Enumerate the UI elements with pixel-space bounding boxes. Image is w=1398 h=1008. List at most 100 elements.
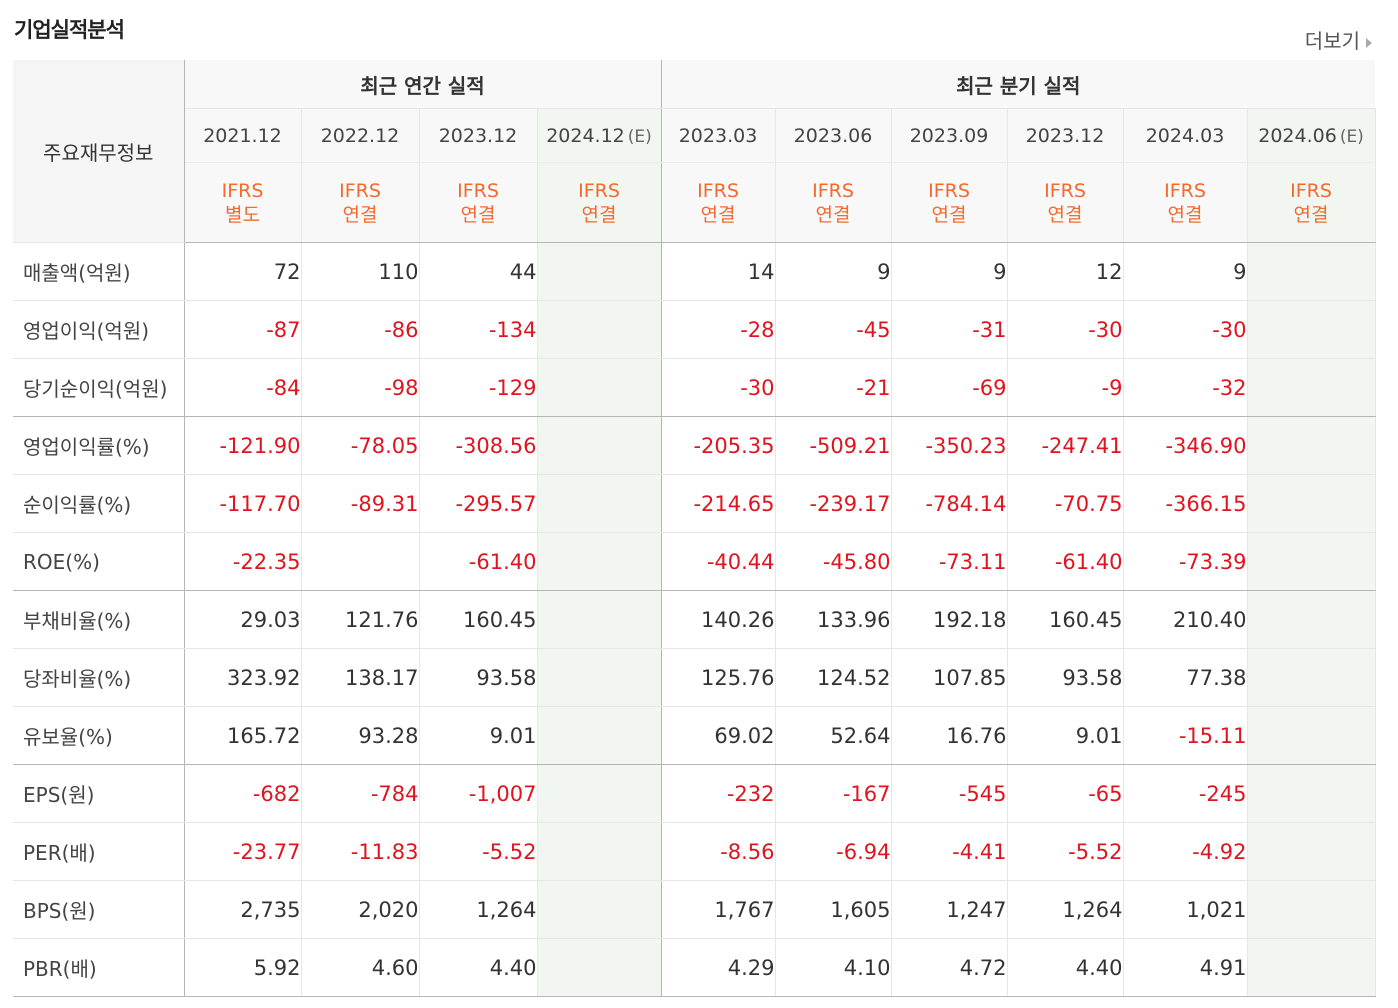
table-cell: 29.03 (184, 590, 302, 649)
period-header: 2022.12 (301, 108, 420, 163)
period-label: 2021.12 (203, 124, 282, 147)
table-cell: -8.56 (661, 822, 776, 881)
table-cell: -134 (419, 300, 538, 359)
table-cell: -4.41 (891, 822, 1008, 881)
table-cell: -129 (419, 358, 538, 417)
ifrs-standard: IFRS (697, 179, 739, 202)
table-cell: -545 (891, 764, 1008, 823)
table-row: 당기순이익(억원) -84 -98 -129 -30 -21 -69 -9 -32 (13, 358, 1376, 417)
table-cell (1247, 532, 1376, 591)
table-cell: -32 (1123, 358, 1248, 417)
chevron-right-icon (1366, 37, 1372, 48)
period-label: 2023.12 (1025, 124, 1105, 147)
table-cell: -366.15 (1123, 474, 1248, 533)
table-cell: 323.92 (184, 648, 302, 707)
table-row: PER(배) -23.77 -11.83 -5.52 -8.56 -6.94 -4.41 -5… (13, 822, 1376, 881)
ifrs-standard: IFRS (812, 179, 854, 202)
table-cell: 138.17 (301, 648, 420, 707)
estimate-suffix: (E) (627, 126, 652, 147)
table-cell (537, 938, 662, 997)
table-cell (1247, 358, 1376, 417)
consolidation-basis: 연결 (815, 203, 851, 226)
table-row: 유보율(%) 165.72 93.28 9.01 69.02 52.64 16.76 9.01… (13, 706, 1376, 765)
row-label: 부채비율(%) (13, 590, 185, 649)
table-cell: -65 (1007, 764, 1124, 823)
consolidation-basis: 연결 (931, 203, 967, 226)
table-cell: 160.45 (419, 590, 538, 649)
consolidation-basis: 연결 (581, 203, 617, 226)
accounting-basis: IFRS 별도 (184, 162, 302, 243)
table-cell: -28 (661, 300, 776, 359)
table-cell: 110 (301, 242, 420, 301)
period-header: 2024.12 (E) (537, 108, 662, 163)
table-cell: 4.40 (1007, 938, 1124, 997)
table-cell: -98 (301, 358, 420, 417)
row-label: 영업이익률(%) (13, 416, 185, 475)
table-cell (537, 590, 662, 649)
accounting-basis: IFRS 연결 (891, 162, 1008, 243)
table-cell: 44 (419, 242, 538, 301)
table-cell: 1,605 (775, 880, 892, 939)
table-cell: -73.11 (891, 532, 1008, 591)
ifrs-standard: IFRS (457, 179, 499, 202)
table-cell: -70.75 (1007, 474, 1124, 533)
table-cell: -31 (891, 300, 1008, 359)
table-cell (537, 416, 662, 475)
table-cell: -295.57 (419, 474, 538, 533)
table-cell: 1,264 (419, 880, 538, 939)
table-cell: 93.28 (301, 706, 420, 765)
table-cell: 160.45 (1007, 590, 1124, 649)
table-cell: 1,264 (1007, 880, 1124, 939)
table-cell: -40.44 (661, 532, 776, 591)
accounting-basis: IFRS 연결 (419, 162, 538, 243)
more-label: 더보기 (1304, 29, 1360, 53)
table-cell: 14 (661, 242, 776, 301)
table-cell: -89.31 (301, 474, 420, 533)
period-label: 2022.12 (320, 124, 400, 147)
table-cell: 107.85 (891, 648, 1008, 707)
table-cell: -205.35 (661, 416, 776, 475)
table-cell: -682 (184, 764, 302, 823)
ifrs-standard: IFRS (578, 179, 620, 202)
accounting-basis: IFRS 연결 (1007, 162, 1124, 243)
consolidation-basis: 연결 (460, 203, 496, 226)
row-label: 당좌비율(%) (13, 648, 185, 707)
row-label: BPS(원) (13, 880, 185, 939)
period-label: 2024.06 (1258, 124, 1337, 147)
table-cell: -239.17 (775, 474, 892, 533)
table-cell: -5.52 (419, 822, 538, 881)
table-cell: 16.76 (891, 706, 1008, 765)
table-cell: 12 (1007, 242, 1124, 301)
table-cell: 133.96 (775, 590, 892, 649)
table-cell: 140.26 (661, 590, 776, 649)
consolidation-basis: 연결 (342, 203, 378, 226)
table-cell: -245 (1123, 764, 1248, 823)
table-cell (537, 532, 662, 591)
consolidation-basis: 연결 (1167, 203, 1203, 226)
table-cell: -86 (301, 300, 420, 359)
table-cell: 4.40 (419, 938, 538, 997)
table-row: 순이익률(%) -117.70 -89.31 -295.57 -214.65 -239.1… (13, 474, 1376, 533)
period-header: 2021.12 (184, 108, 302, 163)
quarterly-group-header: 최근 분기 실적 (661, 60, 1376, 109)
table-cell: 4.10 (775, 938, 892, 997)
table-row: 부채비율(%) 29.03 121.76 160.45 140.26 133.96 192.… (13, 590, 1376, 649)
table-cell: 4.29 (661, 938, 776, 997)
row-label: EPS(원) (13, 764, 185, 823)
table-cell: -232 (661, 764, 776, 823)
row-label: 순이익률(%) (13, 474, 185, 533)
table-cell: -117.70 (184, 474, 302, 533)
table-cell (1247, 416, 1376, 475)
table-cell: -22.35 (184, 532, 302, 591)
table-cell: -247.41 (1007, 416, 1124, 475)
table-cell: -1,007 (419, 764, 538, 823)
more-link[interactable]: 더보기 (1305, 25, 1372, 54)
table-cell (1247, 764, 1376, 823)
table-cell: 210.40 (1123, 590, 1248, 649)
section-title: 기업실적분석 (14, 18, 125, 42)
table-cell: 4.72 (891, 938, 1008, 997)
table-cell: 9.01 (419, 706, 538, 765)
consolidation-basis: 연결 (1047, 203, 1083, 226)
table-cell: 9.01 (1007, 706, 1124, 765)
table-cell (1247, 474, 1376, 533)
